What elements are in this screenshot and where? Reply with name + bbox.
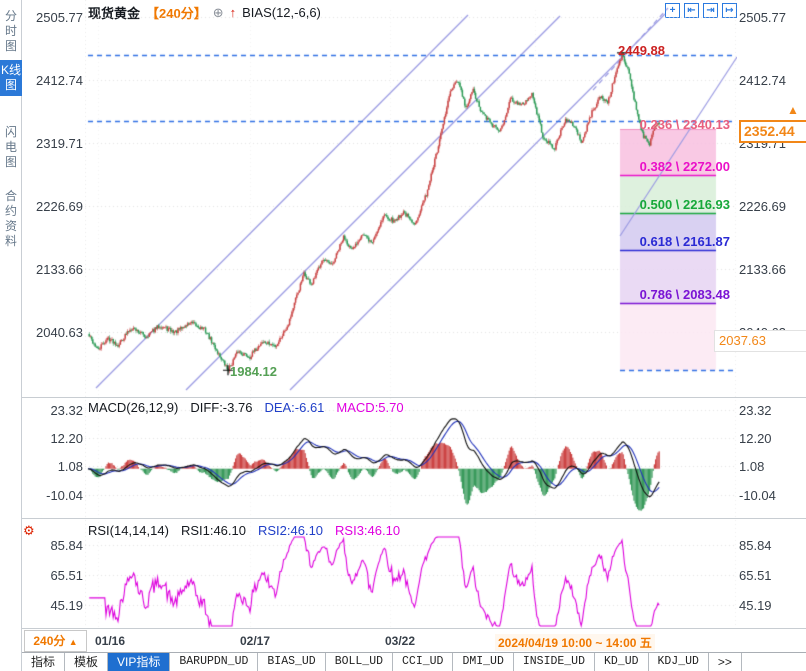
sidebar-item-0[interactable]: 分时图 [4, 9, 17, 53]
fib-level-label-0.618: 0.618 \ 2161.87 [639, 233, 730, 249]
axis-label: 45.19 [739, 598, 772, 613]
time-axis-label: 02/17 [240, 634, 271, 648]
rsi-panel-divider[interactable] [22, 518, 806, 519]
current-price-tag: 2352.44 [739, 120, 806, 143]
marker-price-tag: 2037.63 [714, 330, 806, 352]
indicator-tab-0[interactable]: 指标 [22, 653, 66, 671]
indicator-tab-4[interactable]: BIAS_UD [258, 653, 326, 671]
axis-label: 2040.63 [36, 325, 83, 340]
axis-label: 2505.77 [739, 10, 786, 25]
timeline-divider [22, 628, 806, 629]
axis-label: 2412.74 [739, 73, 786, 88]
axis-label: 65.51 [50, 568, 83, 583]
indicator-tab-bar: 指标 模板 VIP指标 BARUPDN_UD BIAS_UD BOLL_UD CCI_UD D… [22, 652, 806, 671]
axis-label: 2505.77 [36, 10, 83, 25]
swing-high-label: 2449.88 [618, 43, 665, 58]
rsi3-value: RSI3:46.10 [335, 523, 401, 538]
axis-label: 2412.74 [36, 73, 83, 88]
indicator-tab-1[interactable]: 模板 [65, 653, 109, 671]
time-axis-label: 01/16 [95, 634, 126, 648]
indicator-settings-icon[interactable]: ⚙ [23, 523, 35, 538]
macd-dea-value: DEA:-6.61 [264, 400, 325, 415]
axis-label: 2319.71 [36, 136, 83, 151]
rsi-name[interactable]: RSI(14,14,14) [88, 523, 169, 538]
axis-label: 85.84 [739, 538, 772, 553]
indicator-tab-2[interactable]: VIP指标 [108, 653, 171, 671]
indicator-tab-9[interactable]: KD_UD [595, 653, 649, 671]
sidebar-item-2[interactable]: 闪电图 [4, 125, 17, 169]
axis-label: 1.08 [739, 459, 765, 474]
time-axis-label: 03/22 [385, 634, 416, 648]
macd-name[interactable]: MACD(26,12,9) [88, 400, 179, 415]
axis-label: -10.04 [46, 488, 83, 503]
axis-label: 2226.69 [36, 199, 83, 214]
more-tabs-button[interactable]: >> [709, 653, 742, 671]
fib-level-label-0.382: 0.382 \ 2272.00 [639, 159, 730, 175]
axis-label: 65.51 [739, 568, 772, 583]
fib-level-label-0.500: 0.500 \ 2216.93 [639, 196, 730, 212]
macd-panel-divider[interactable] [22, 397, 806, 398]
fib-level-label-0.786: 0.786 \ 2083.48 [639, 286, 730, 302]
axis-label: -10.04 [739, 488, 776, 503]
axis-label: 45.19 [50, 598, 83, 613]
main-chart-canvas[interactable] [85, 0, 737, 628]
axis-label: 12.20 [739, 431, 772, 446]
macd-hist-value: MACD:5.70 [336, 400, 404, 415]
period-selector-button[interactable]: 240分 ▲ [24, 630, 87, 652]
rsi-header: RSI(14,14,14) RSI1:46.10 RSI2:46.10 RSI3… [88, 523, 400, 538]
axis-label: 2133.66 [36, 262, 83, 277]
axis-label: 2226.69 [739, 199, 786, 214]
axis-label: 1.08 [57, 459, 83, 474]
axis-label: 2133.66 [739, 262, 786, 277]
sidebar-item-1[interactable]: K线图 [0, 60, 22, 96]
axis-label: 85.84 [50, 538, 83, 553]
chart-type-sidebar: 分时图 K线图闪电图合约资料 [0, 0, 22, 671]
indicator-tab-10[interactable]: KDJ_UD [649, 653, 709, 671]
sidebar-item-3[interactable]: 合约资料 [4, 189, 17, 248]
period-text: 240分 [33, 634, 66, 648]
period-arrow-icon: ▲ [68, 637, 78, 647]
indicator-tab-5[interactable]: BOLL_UD [326, 653, 394, 671]
axis-label: 23.32 [50, 403, 83, 418]
current-time-label: 2024/04/19 10:00 ~ 14:00 五 [495, 634, 655, 651]
macd-diff-value: DIFF:-3.76 [190, 400, 253, 415]
fib-level-label-0.236: 0.236 \ 2340.13 [639, 117, 730, 133]
macd-header: MACD(26,12,9) DIFF:-3.76 DEA:-6.61 MACD:… [88, 400, 404, 415]
rsi2-value: RSI2:46.10 [257, 523, 324, 538]
axis-label: 12.20 [50, 431, 83, 446]
rsi1-value: RSI1:46.10 [180, 523, 246, 538]
swing-low-label: 1984.12 [230, 364, 277, 379]
indicator-tab-3[interactable]: BARUPDN_UD [170, 653, 259, 671]
indicator-tab-6[interactable]: CCI_UD [393, 653, 454, 671]
indicator-tab-8[interactable]: INSIDE_UD [514, 653, 595, 671]
indicator-tab-7[interactable]: DMI_UD [453, 653, 514, 671]
axis-label: 23.32 [739, 403, 772, 418]
price-up-arrow-icon: ▲ [787, 103, 799, 117]
